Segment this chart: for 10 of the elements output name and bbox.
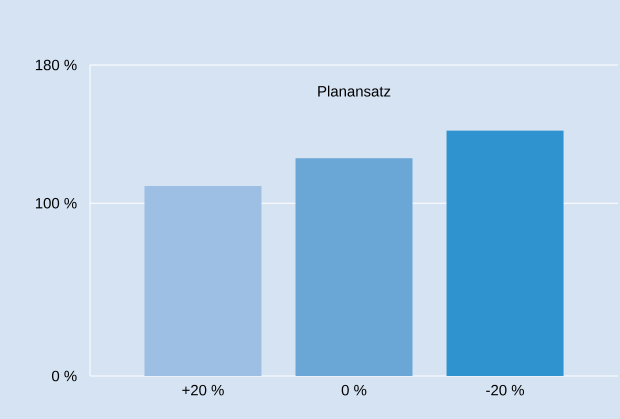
y-tick-label: 180 % [36,60,77,70]
bar [446,130,564,376]
x-tick-label: +20 % [182,384,224,396]
y-tick-label: 100 % [36,198,77,209]
y-tick-label: 0 % [52,370,77,382]
x-tick-label: 0 % [342,384,366,396]
bar [144,186,262,376]
bar [296,158,413,376]
text: Planansatz [318,86,390,97]
x-tick-label: -20 % [486,384,524,396]
